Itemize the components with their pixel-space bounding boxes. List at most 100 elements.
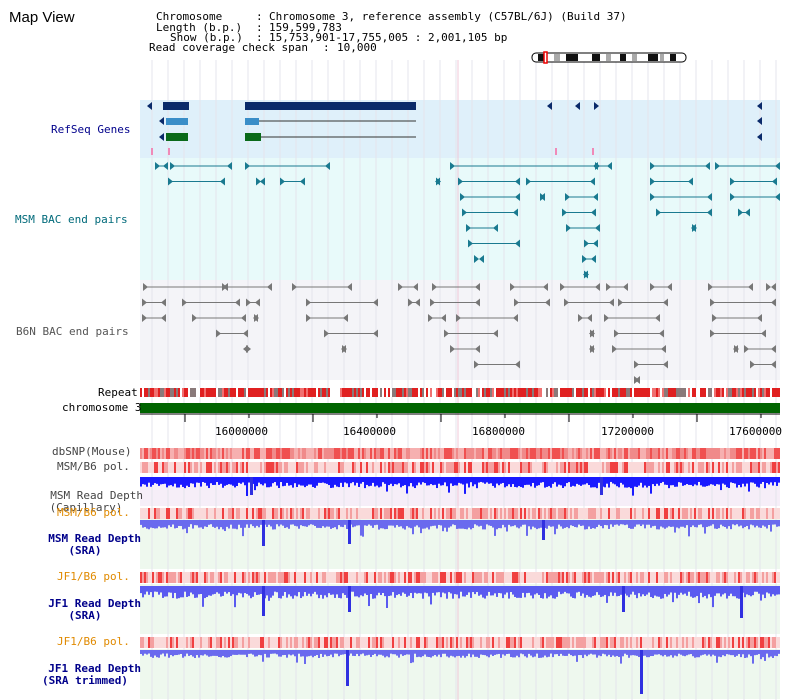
pol-cell xyxy=(146,572,148,583)
depth-bar-capillary xyxy=(242,477,244,483)
depth-bar-msm-sra xyxy=(692,520,694,526)
dbsnp-cell xyxy=(298,448,300,459)
pol-cell xyxy=(666,637,668,648)
pol-cell xyxy=(608,637,610,648)
bac-end xyxy=(510,283,515,291)
pol-cell xyxy=(592,637,594,648)
dbsnp-cell xyxy=(210,448,212,459)
repeat-segment xyxy=(500,388,502,397)
depth-bar-jf1-sra xyxy=(694,586,696,598)
depth-bar-capillary xyxy=(294,477,296,484)
repeat-segment xyxy=(478,388,480,397)
depth-bar-jf1-trim xyxy=(774,650,776,656)
pol-cell xyxy=(690,572,692,583)
depth-bar-msm-sra xyxy=(462,520,464,529)
depth-bar-jf1-trim xyxy=(392,650,394,655)
depth-bar-capillary xyxy=(368,477,370,487)
bac-end xyxy=(243,329,248,338)
depth-bar-msm-sra xyxy=(210,520,212,525)
pol-cell xyxy=(268,572,270,583)
pol-cell xyxy=(718,572,720,583)
pol-cell xyxy=(658,637,660,648)
depth-bar-capillary xyxy=(474,477,476,485)
depth-bar-msm-sra xyxy=(712,520,714,525)
depth-bar-jf1-sra xyxy=(394,586,396,598)
repeat-segment xyxy=(224,388,226,397)
dbsnp-cell xyxy=(182,448,184,459)
depth-bar-jf1-sra xyxy=(174,586,176,593)
dbsnp-cell xyxy=(734,448,736,459)
pol-cell xyxy=(254,462,256,473)
depth-bar-jf1-trim xyxy=(594,650,596,655)
depth-bar-jf1-sra xyxy=(200,586,202,595)
dbsnp-cell xyxy=(736,448,738,459)
pol-cell xyxy=(150,572,152,583)
dbsnp-cell xyxy=(534,448,536,459)
track-label-msm-bac[interactable]: MSM BAC end pairs xyxy=(15,213,128,226)
repeat-segment xyxy=(310,388,312,397)
depth-bar-msm-sra xyxy=(632,520,634,529)
repeat-segment xyxy=(164,388,166,397)
repeat-segment xyxy=(162,388,164,397)
repeat-segment xyxy=(590,388,592,397)
depth-bar-capillary xyxy=(424,477,426,484)
track-label-b6n-bac[interactable]: B6N BAC end pairs xyxy=(16,325,129,338)
depth-bar-capillary xyxy=(662,477,664,482)
pol-cell xyxy=(702,572,704,583)
pol-cell xyxy=(608,508,610,519)
pol-cell xyxy=(376,508,378,519)
pol-cell xyxy=(390,572,392,583)
pol-cell xyxy=(350,637,352,648)
pol-cell xyxy=(220,508,222,519)
depth-bar-capillary xyxy=(624,477,626,488)
depth-bar-jf1-trim xyxy=(380,650,382,655)
pol-cell xyxy=(506,508,508,519)
depth-bar-capillary xyxy=(776,477,778,486)
depth-bar-msm-sra xyxy=(364,520,366,526)
pol-cell xyxy=(372,572,374,583)
repeat-segment xyxy=(158,388,160,397)
ideogram-band xyxy=(554,54,560,61)
pol-cell xyxy=(292,508,294,519)
dbsnp-cell xyxy=(468,448,470,459)
pol-cell xyxy=(566,572,568,583)
pol-cell xyxy=(652,462,654,473)
depth-bar-jf1-sra xyxy=(724,586,726,594)
depth-bar-jf1-sra xyxy=(568,586,570,594)
depth-bar-capillary xyxy=(722,477,724,484)
pol-cell xyxy=(472,462,474,473)
depth-bar-jf1-sra xyxy=(242,586,244,598)
pol-cell xyxy=(606,637,608,648)
track-label-refseq[interactable]: RefSeq Genes xyxy=(51,123,131,136)
bac-end xyxy=(650,177,655,186)
pol-cell xyxy=(696,637,698,648)
depth-bar-msm-sra xyxy=(272,520,274,530)
depth-bar-jf1-sra xyxy=(776,586,778,595)
repeat-segment xyxy=(682,388,684,397)
pol-cell xyxy=(500,508,502,519)
dbsnp-cell xyxy=(308,448,310,459)
depth-bar-msm-sra xyxy=(190,520,192,525)
pol-cell xyxy=(764,637,766,648)
pol-cell xyxy=(302,508,304,519)
pol-cell xyxy=(368,572,370,583)
dbsnp-cell xyxy=(748,448,750,459)
depth-bar-jf1-trim xyxy=(318,650,320,658)
depth-bar-msm-sra xyxy=(606,520,608,526)
pol-cell xyxy=(778,637,780,648)
pol-cell xyxy=(632,637,634,648)
pol-cell xyxy=(292,462,294,473)
pol-cell xyxy=(502,572,504,583)
depth-bar-capillary xyxy=(362,477,364,483)
pol-cell xyxy=(592,508,594,519)
pol-cell xyxy=(238,508,240,519)
pol-cell xyxy=(412,572,414,583)
depth-bar-jf1-trim xyxy=(688,650,690,655)
depth-bar-jf1-trim xyxy=(358,650,360,657)
dbsnp-cell xyxy=(300,448,302,459)
msm-bac-track-bg xyxy=(140,158,780,280)
dbsnp-cell xyxy=(612,448,614,459)
repeat-segment xyxy=(690,388,692,397)
depth-bar-jf1-sra xyxy=(282,586,284,596)
